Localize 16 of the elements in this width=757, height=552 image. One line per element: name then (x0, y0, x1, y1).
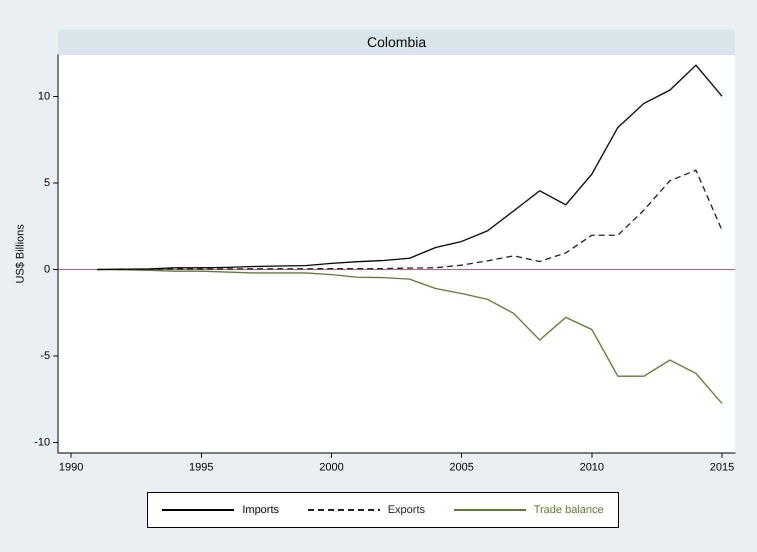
x-tick-label: 2005 (449, 461, 474, 474)
chart-title: Colombia (366, 34, 426, 50)
y-tick-label: 0 (44, 263, 50, 276)
x-tick-label: 1995 (189, 461, 214, 474)
y-tick-label: -10 (34, 436, 50, 448)
text: Imports (242, 504, 280, 516)
y-tick-label: -5 (40, 350, 50, 362)
text: Exports (388, 504, 426, 516)
x-tick-label: 2015 (710, 461, 734, 474)
x-tick-label: 2010 (580, 461, 604, 474)
y-tick-label: 5 (44, 177, 50, 190)
x-tick-label: 2000 (319, 461, 344, 474)
y-axis-title: US$ Billions (14, 224, 27, 284)
text: Trade balance (534, 504, 604, 516)
x-tick-label: 1990 (58, 461, 84, 474)
y-tick-label: 10 (38, 90, 50, 103)
